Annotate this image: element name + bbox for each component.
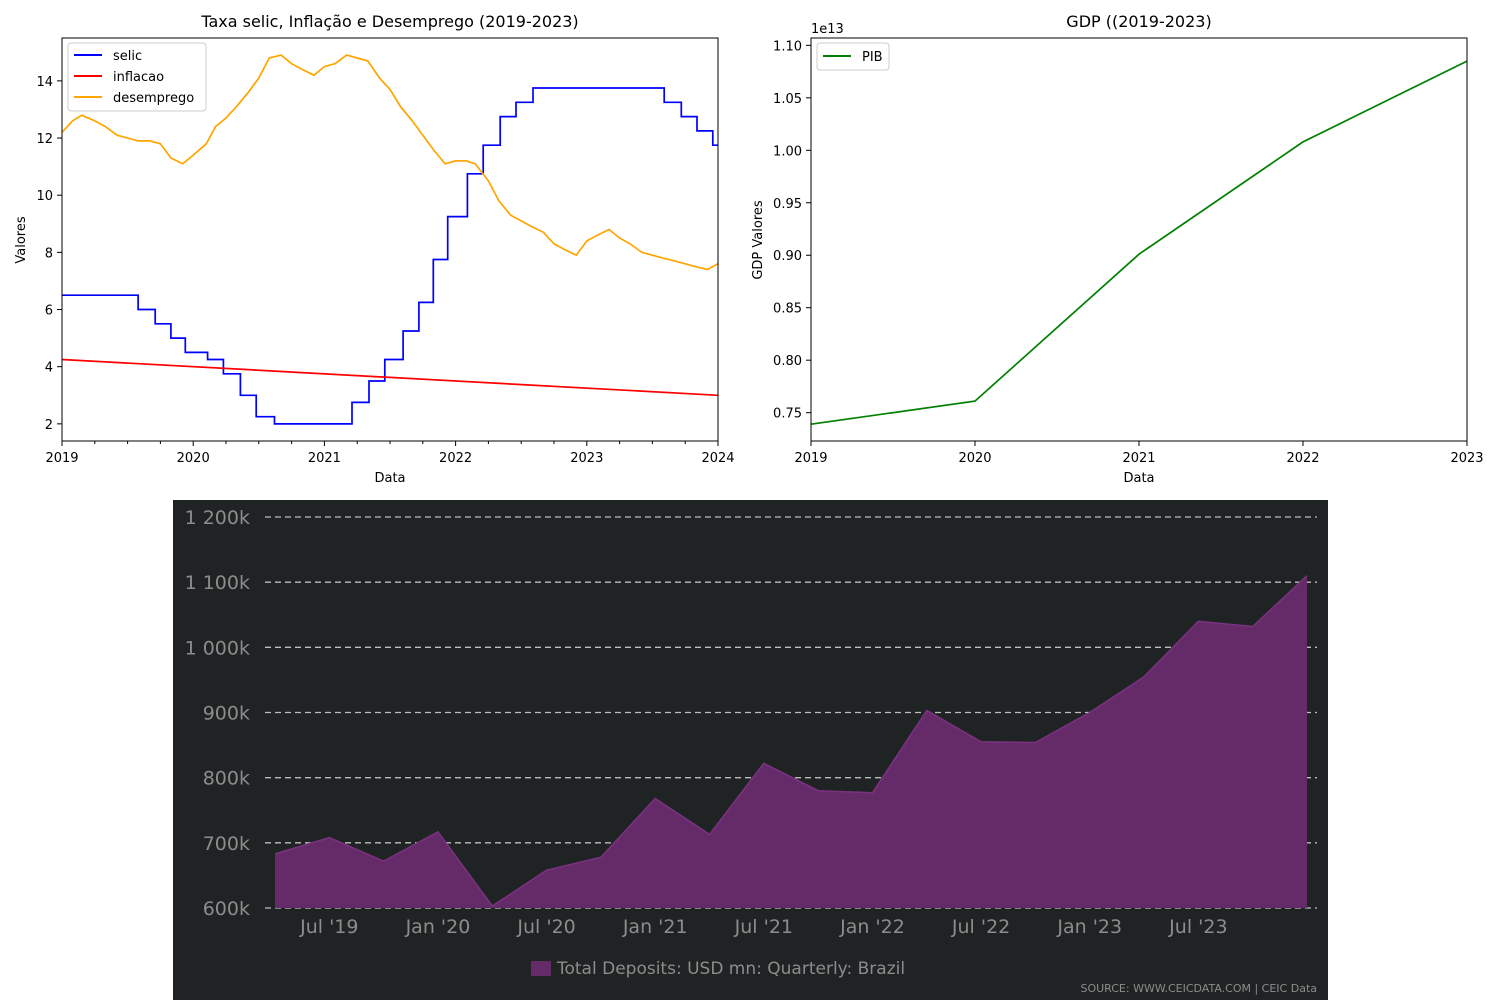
x-tick-label: 2022 (1286, 451, 1319, 466)
x-tick-label: 2019 (794, 451, 827, 466)
series-line-pib (810, 60, 1468, 426)
x-tick-label: Jul '21 (734, 916, 793, 938)
series-line-inflacao (61, 358, 719, 397)
legend-label: Total Deposits: USD mn: Quarterly: Brazi… (556, 959, 905, 979)
area-fill (275, 575, 1307, 908)
x-tick-label: 2024 (701, 451, 734, 466)
series-line (274, 575, 1308, 908)
x-tick-label: Jan '21 (622, 916, 688, 938)
x-tick-label: Jul '19 (299, 916, 358, 938)
x-tick-label: Jul '22 (951, 916, 1010, 938)
y-offset-label: 1e13 (811, 22, 844, 37)
y-tick-label: 600k (203, 898, 250, 920)
y-tick-label: 6 (45, 304, 53, 319)
x-tick-label: 2020 (177, 451, 210, 466)
x-axis-label: Data (374, 471, 405, 486)
selic-inflation-unemployment-chart: Taxa selic, Inflação e Desemprego (2019-… (14, 12, 735, 486)
deposits-chart-panel: 600k 700k 800k 900k 1 000k 1 100k 1 200k Jul '1… (173, 500, 1328, 1000)
y-tick-label: 700k (203, 833, 250, 855)
y-tick-label: 1.10 (773, 39, 802, 54)
series-line-desemprego (61, 54, 719, 271)
legend: Total Deposits: USD mn: Quarterly: Brazi… (531, 959, 905, 979)
y-tick-label: 1 100k (185, 572, 250, 594)
y-tick-label: 1.05 (773, 92, 802, 107)
legend-label-desemprego: desemprego (113, 91, 194, 106)
x-tick-label: Jan '20 (405, 916, 471, 938)
x-tick-label: 2021 (1122, 451, 1155, 466)
y-tick-label: 0.75 (773, 407, 802, 422)
y-tick-label: 800k (203, 768, 250, 790)
legend: PIB (816, 42, 890, 71)
x-tick-label: 2022 (439, 451, 472, 466)
x-tick-label: Jan '22 (839, 916, 905, 938)
y-axis-label: GDP Valores (751, 200, 766, 280)
source-note: SOURCE: WWW.CEICDATA.COM | CEIC Data (1080, 982, 1317, 995)
x-tick-label: 2023 (1450, 451, 1483, 466)
gdp-chart: GDP ((2019-2023) 2019 2020 2021 2022 2023 0.7… (751, 12, 1484, 486)
total-deposits-chart: 600k 700k 800k 900k 1 000k 1 100k 1 200k Jul '1… (185, 507, 1317, 995)
plot-frame (810, 37, 1468, 442)
legend-box (816, 42, 890, 71)
x-axis-label: Data (1123, 471, 1154, 486)
x-tick-label: 2020 (958, 451, 991, 466)
y-tick-label: 0.85 (773, 302, 802, 317)
y-tick-label: 1 200k (185, 507, 250, 529)
legend-label-selic: selic (113, 49, 142, 64)
series-line-selic (62, 87, 718, 425)
x-tick-label: 2021 (308, 451, 341, 466)
y-axis-label: Valores (14, 216, 29, 263)
legend: selic inflacao desemprego (67, 42, 207, 112)
y-tick-label: 14 (36, 75, 53, 90)
y-tick-label: 1 000k (185, 637, 250, 659)
legend-swatch (531, 961, 551, 976)
chart-title: Taxa selic, Inflação e Desemprego (2019-… (200, 12, 578, 31)
y-tick-label: 12 (36, 132, 53, 147)
x-tick-label: 2023 (570, 451, 603, 466)
x-tick-label: Jul '20 (516, 916, 575, 938)
legend-box (67, 42, 207, 112)
legend-label-pib: PIB (862, 50, 883, 65)
x-tick-label: Jul '23 (1168, 916, 1227, 938)
x-tick-label: Jan '23 (1056, 916, 1122, 938)
y-tick-label: 0.95 (773, 197, 802, 212)
y-tick-label: 2 (45, 418, 53, 433)
y-tick-label: 0.90 (773, 249, 802, 264)
x-tick-label: 2019 (45, 451, 78, 466)
y-tick-label: 8 (45, 246, 53, 261)
y-tick-label: 1.00 (773, 144, 802, 159)
legend-label-inflacao: inflacao (113, 70, 164, 85)
chart-title: GDP ((2019-2023) (1066, 12, 1211, 31)
y-tick-label: 0.80 (773, 354, 802, 369)
y-tick-label: 4 (45, 361, 53, 376)
y-tick-label: 10 (36, 189, 53, 204)
y-tick-label: 900k (203, 703, 250, 725)
